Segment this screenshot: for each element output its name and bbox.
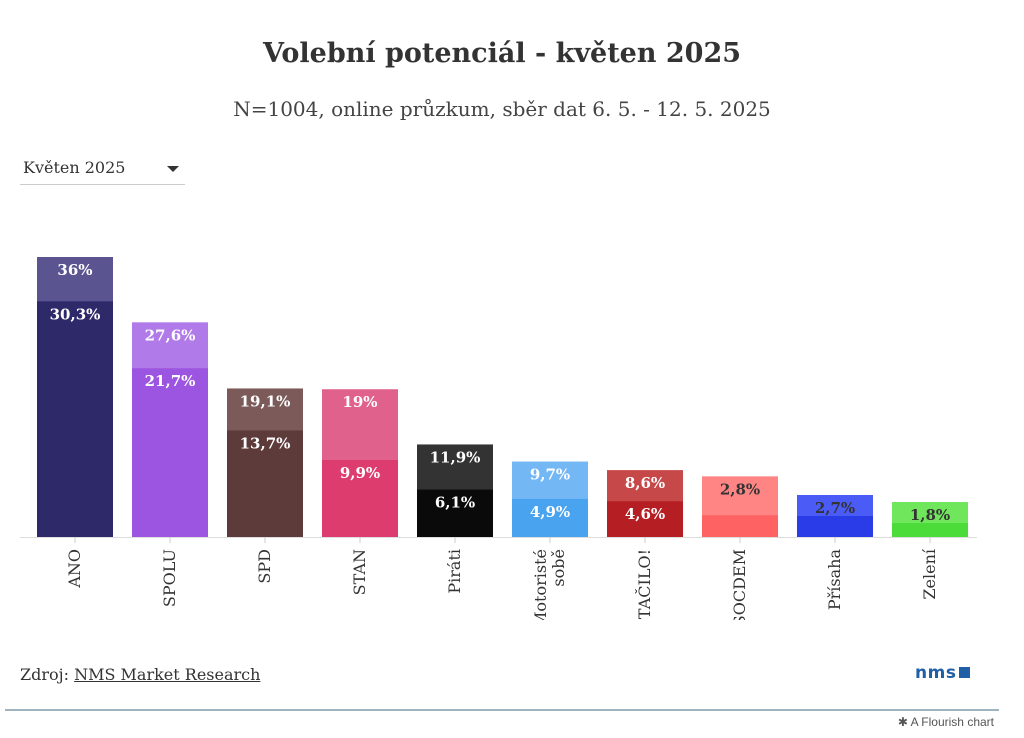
data-label-potential: 9,7% — [530, 466, 570, 484]
asterisk-icon: ✱ — [897, 715, 908, 729]
flourish-credit-text: A Flourish chart — [910, 715, 994, 729]
x-tick-label: sobě — [549, 549, 568, 587]
data-label-core: 6,1% — [435, 494, 475, 512]
data-label-core: 21,7% — [145, 372, 196, 390]
period-dropdown[interactable]: Květen 2025 — [20, 154, 185, 185]
source-note: Zdroj: NMS Market Research — [20, 665, 260, 684]
x-tick-label: Motoristé — [531, 549, 550, 620]
bar-core — [512, 498, 588, 537]
x-tick-label: Zelení — [920, 548, 939, 599]
divider — [5, 709, 999, 711]
chart-subtitle: N=1004, online průzkum, sběr dat 6. 5. -… — [233, 97, 771, 121]
bar-core — [227, 430, 303, 537]
data-label-core: 30,3% — [50, 305, 101, 323]
data-label-potential: 19% — [342, 393, 377, 411]
source-link[interactable]: NMS Market Research — [74, 665, 261, 684]
data-label-potential: 36% — [57, 261, 92, 279]
logo-text: nms — [915, 663, 957, 683]
data-label-core: 4,6% — [625, 505, 665, 523]
data-label-core: 1,8% — [910, 506, 950, 524]
x-tick-label: SPD — [255, 549, 274, 584]
bar-core — [417, 489, 493, 537]
chevron-down-icon — [167, 166, 179, 172]
x-tick-label: Přísaha — [825, 549, 844, 611]
bar-chart: 36% 30,3% ANO 27,6% 21,7% SPOLU 19,1% 13,7% SPD 1… — [20, 257, 977, 620]
x-tick-label: ANO — [65, 549, 84, 589]
x-tick-label: SPOLU — [160, 549, 179, 607]
bar-core — [607, 501, 683, 537]
data-label-core: 2,7% — [815, 499, 855, 517]
logo-square-icon — [959, 667, 971, 678]
data-label-core: 13,7% — [240, 434, 291, 452]
data-label-core: 2,8% — [720, 480, 760, 498]
bar-core — [132, 368, 208, 537]
period-dropdown-value: Květen 2025 — [23, 158, 126, 177]
data-label-potential: 19,1% — [240, 392, 291, 410]
bar-core — [797, 516, 873, 537]
bar-core — [702, 515, 778, 537]
data-label-core: 4,9% — [530, 503, 570, 521]
flourish-credit[interactable]: ✱ A Flourish chart — [898, 715, 994, 729]
x-tick-label: STAČILO! — [634, 549, 654, 620]
chart-title: Volební potenciál - květen 2025 — [262, 38, 742, 69]
nms-logo: nms — [915, 663, 971, 683]
data-label-potential: 27,6% — [145, 326, 196, 344]
data-label-potential: 11,9% — [430, 448, 481, 466]
x-tick-label: STAN — [350, 549, 369, 595]
bar-core — [37, 301, 113, 537]
bar-core — [892, 523, 968, 537]
x-tick-label: Piráti — [445, 549, 464, 594]
x-tick-label: SOCDEM — [730, 549, 749, 620]
source-prefix: Zdroj: — [20, 665, 69, 684]
data-label-potential: 8,6% — [625, 474, 665, 492]
data-label-core: 9,9% — [340, 464, 380, 482]
bar-core — [322, 460, 398, 537]
